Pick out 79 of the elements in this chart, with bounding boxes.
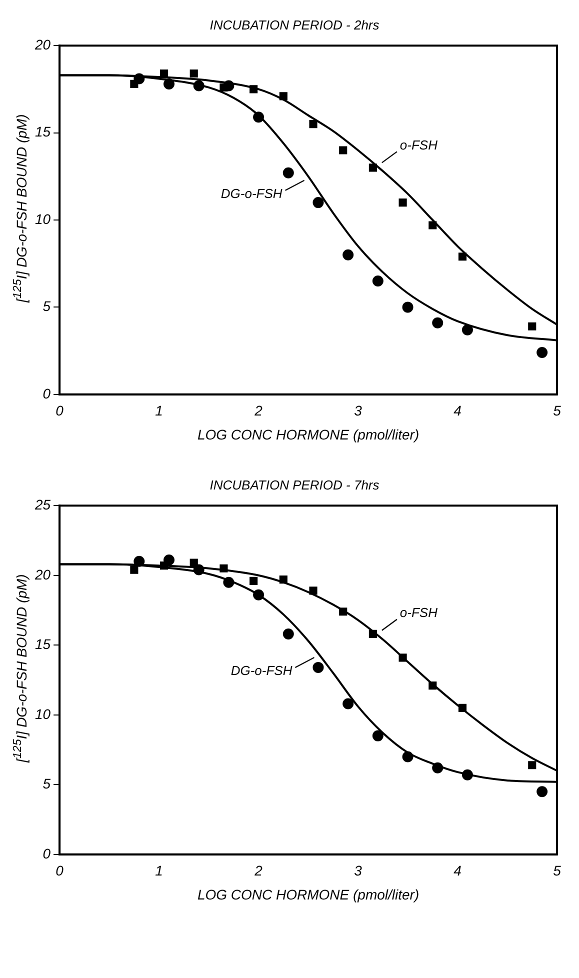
- y-tick-label: 15: [34, 636, 51, 652]
- chart-title: INCUBATION PERIOD - 7hrs: [210, 477, 380, 492]
- point: [428, 682, 437, 690]
- point: [282, 167, 294, 178]
- point: [462, 324, 473, 336]
- point: [253, 112, 264, 123]
- point: [253, 589, 264, 600]
- point: [223, 576, 234, 588]
- y-tick-label: 10: [34, 210, 51, 227]
- point: [250, 576, 258, 585]
- point: [312, 197, 324, 208]
- point: [398, 654, 407, 662]
- y-tick-label: 20: [34, 566, 51, 582]
- point: [309, 120, 318, 128]
- point: [536, 347, 548, 358]
- point: [342, 698, 354, 710]
- y-tick-label: 15: [34, 124, 51, 140]
- x-tick-label: 4: [454, 402, 462, 419]
- annotation: DG-o-FSH: [220, 186, 283, 202]
- x-axis-title: LOG CONC HORMONE (pmol/liter): [197, 426, 420, 442]
- point: [250, 85, 258, 94]
- point: [368, 630, 377, 638]
- y-tick-label: 0: [42, 845, 51, 862]
- point: [193, 80, 204, 92]
- point: [134, 556, 145, 567]
- y-tick-label: 5: [42, 298, 51, 314]
- y-tick-label: 10: [34, 706, 51, 722]
- x-tick-label: 0: [56, 402, 64, 419]
- point: [220, 564, 228, 572]
- annotation: DG-o-FSH: [230, 663, 293, 678]
- point: [190, 558, 198, 567]
- y-tick-label: 0: [42, 385, 51, 402]
- point: [458, 704, 467, 712]
- point: [432, 317, 444, 328]
- point: [193, 564, 204, 576]
- annotation: o-FSH: [400, 137, 438, 152]
- point: [402, 751, 414, 762]
- point: [428, 221, 437, 230]
- point: [398, 198, 407, 207]
- x-tick-label: 0: [56, 862, 64, 879]
- x-tick-label: 3: [354, 402, 362, 419]
- point: [372, 730, 384, 742]
- annotation: o-FSH: [400, 604, 438, 620]
- y-tick-label: 25: [34, 496, 51, 512]
- point: [528, 761, 536, 770]
- point: [220, 83, 228, 92]
- point: [309, 586, 318, 595]
- x-tick-label: 2: [254, 862, 263, 879]
- point: [164, 78, 175, 90]
- y-tick-label: 5: [42, 776, 51, 792]
- y-tick-label: 20: [34, 36, 51, 52]
- point: [190, 69, 198, 78]
- point: [372, 276, 384, 287]
- point: [342, 249, 354, 260]
- x-axis-title: LOG CONC HORMONE (pmol/liter): [197, 886, 420, 902]
- x-tick-label: 2: [254, 402, 263, 419]
- point: [282, 628, 294, 640]
- point: [160, 562, 168, 570]
- point: [536, 786, 548, 798]
- point: [458, 252, 467, 261]
- x-tick-label: 3: [354, 862, 362, 879]
- point: [312, 662, 324, 673]
- point: [528, 322, 536, 330]
- point: [130, 566, 138, 574]
- point: [402, 302, 414, 313]
- point: [279, 92, 288, 100]
- point: [130, 80, 138, 88]
- point: [368, 164, 377, 172]
- point: [279, 576, 288, 584]
- x-tick-label: 1: [155, 862, 163, 879]
- point: [339, 608, 348, 616]
- chart-title: INCUBATION PERIOD - 2hrs: [210, 17, 380, 32]
- point: [339, 146, 348, 154]
- x-tick-label: 5: [553, 402, 562, 419]
- x-tick-label: 1: [155, 402, 163, 419]
- point: [462, 769, 473, 780]
- x-tick-label: 4: [454, 862, 462, 879]
- point: [432, 762, 444, 774]
- x-tick-label: 5: [553, 862, 562, 879]
